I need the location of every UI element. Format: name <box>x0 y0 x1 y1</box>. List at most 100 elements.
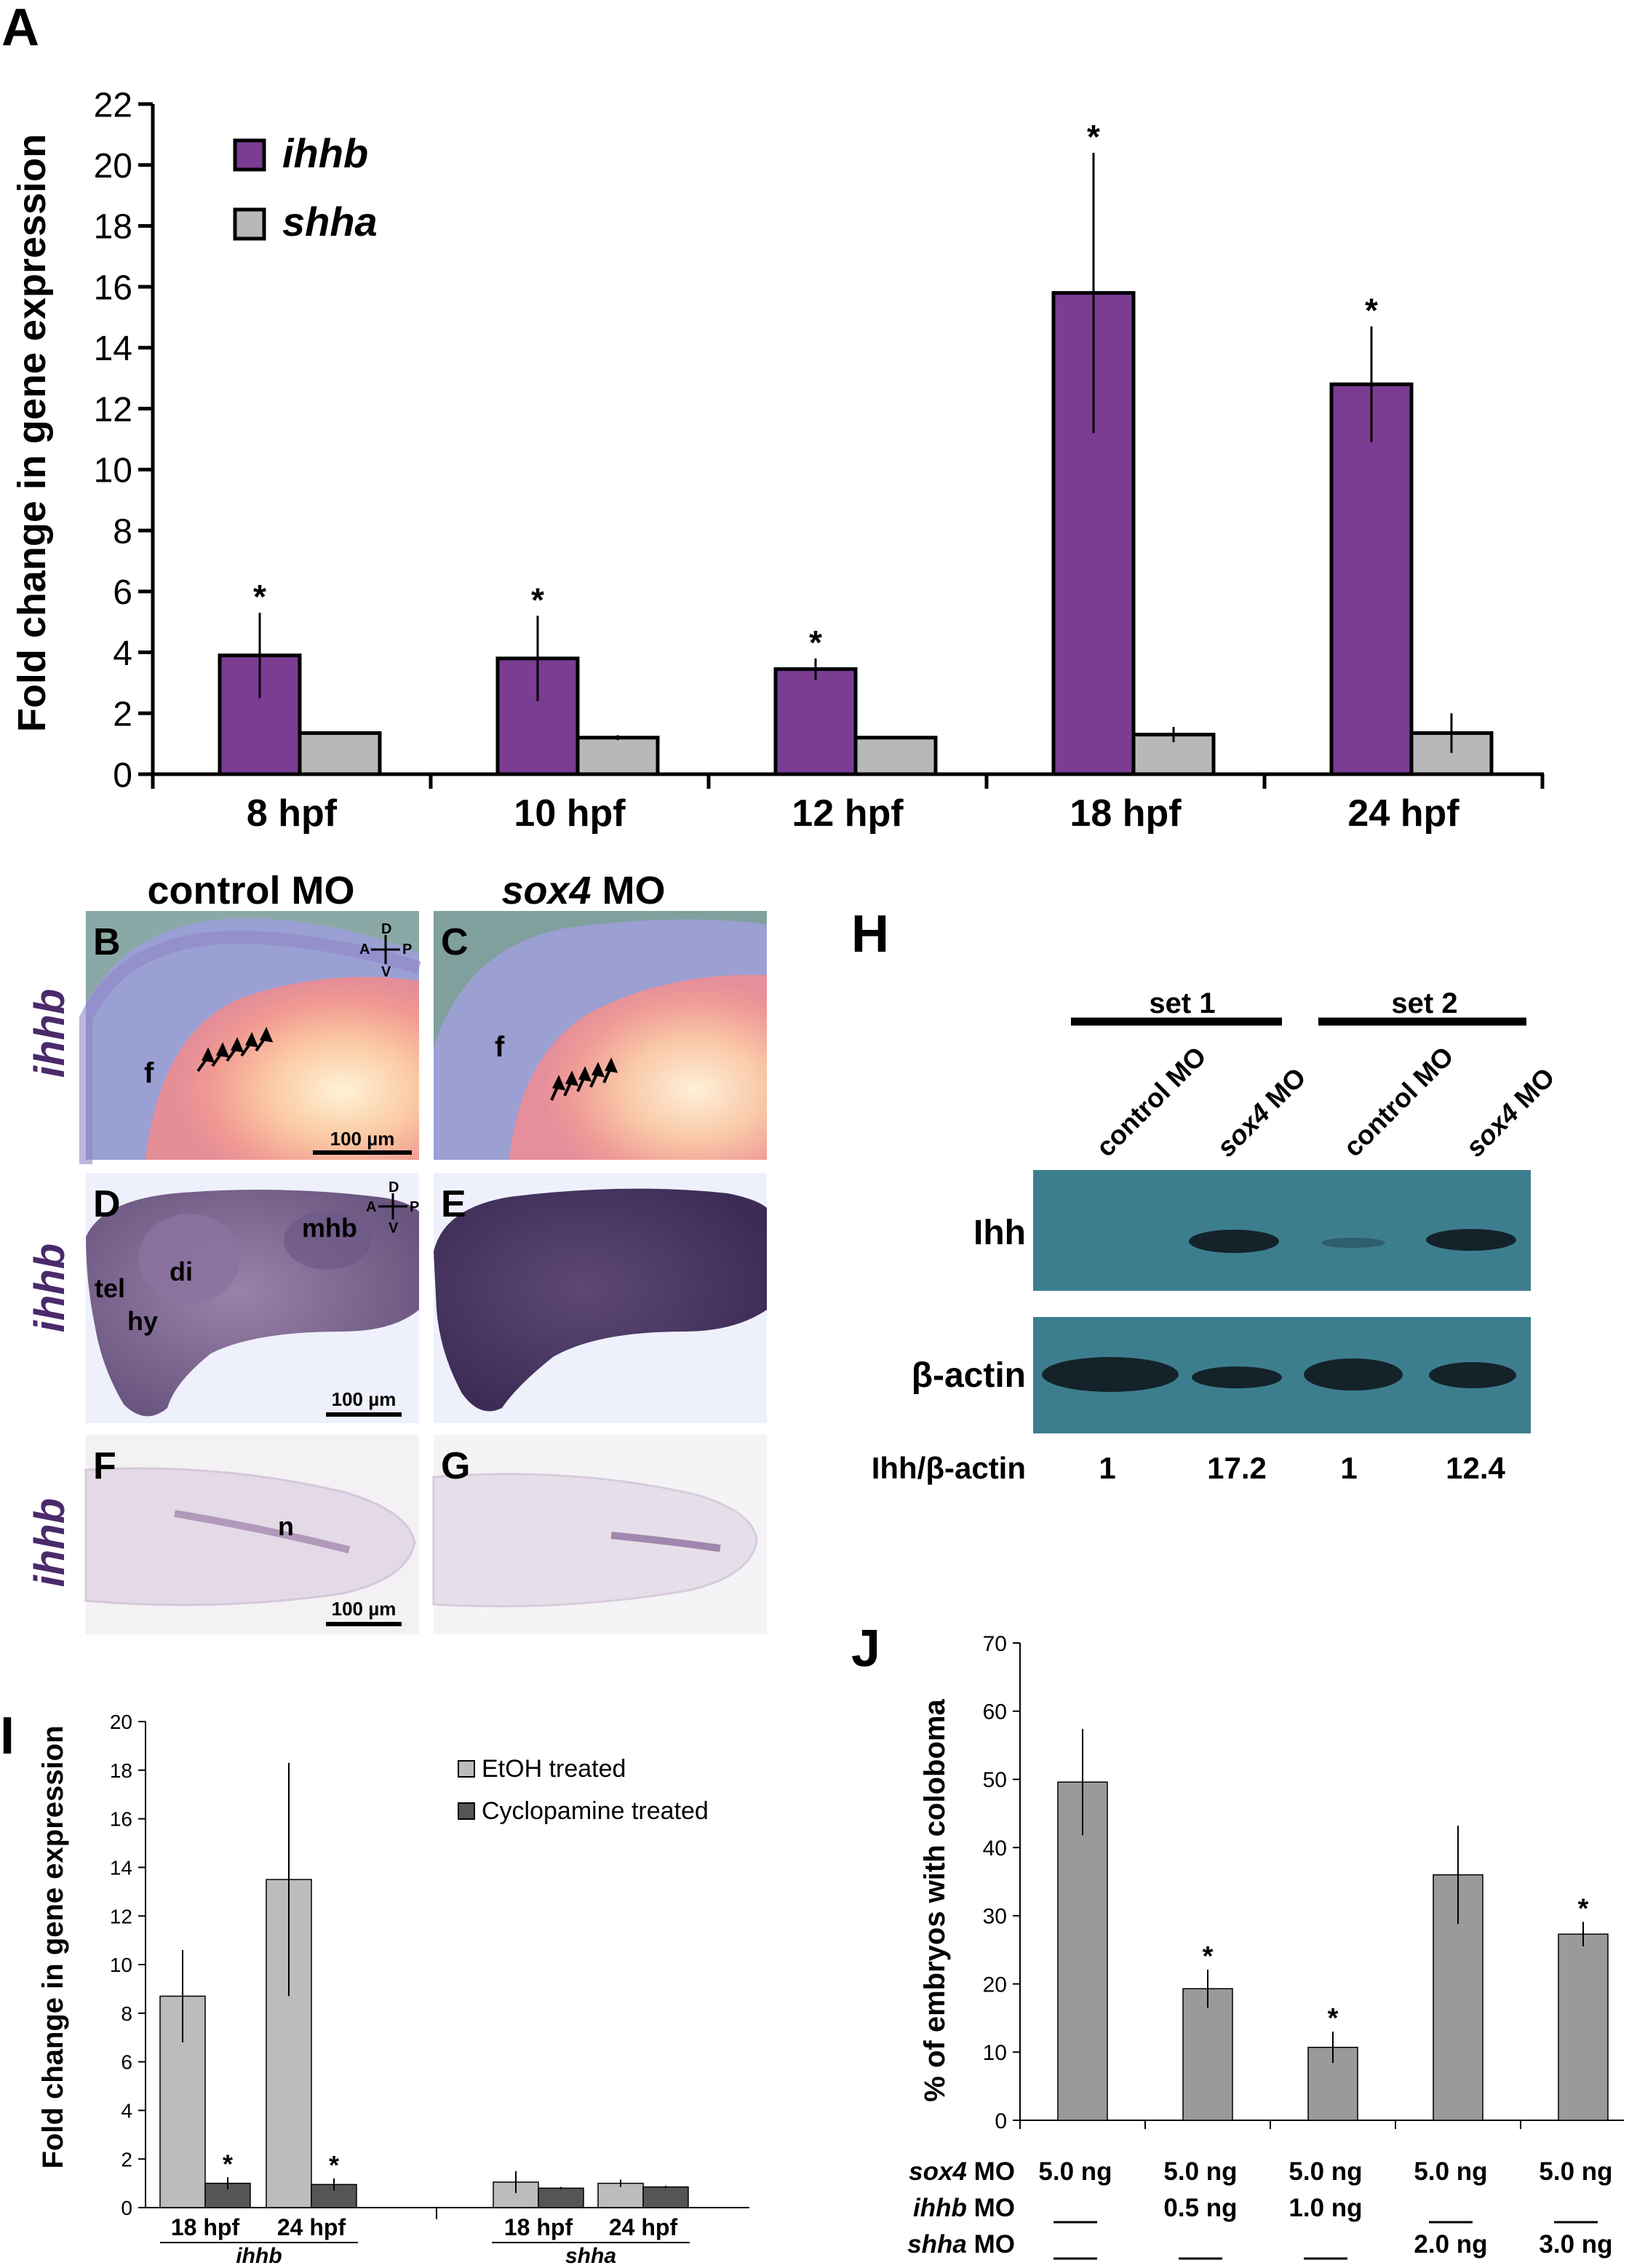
bar <box>1057 1781 1108 2121</box>
label-tel: tel <box>95 1273 125 1303</box>
condition-cell: 5.0 ng <box>1414 2157 1487 2186</box>
panel-label-g: G <box>441 1445 470 1487</box>
ihh-band-lane4 <box>1426 1229 1516 1251</box>
y-tick-label: 0 <box>995 2109 1007 2133</box>
significance-star: * <box>223 2149 233 2179</box>
group-label: ihhb <box>236 2244 282 2268</box>
bar <box>538 2187 584 2208</box>
row-label-ihhb-1: ihhb <box>26 989 73 1078</box>
condition-dash-value: — <box>1576 2216 1577 2217</box>
y-tick-label: 12 <box>110 1905 132 1927</box>
y-tick-label: 30 <box>983 1905 1007 1929</box>
y-tick-label: 20 <box>94 147 132 186</box>
actin-band-lane2 <box>1192 1366 1282 1388</box>
column-title-control: control MO <box>148 869 355 912</box>
scale-bar-label-f: 100 µm <box>332 1598 397 1620</box>
condition-cell: 1.0 ng <box>1289 2194 1362 2222</box>
panel-label-d: D <box>93 1183 121 1225</box>
significance-star: * <box>1328 2003 1339 2034</box>
blot-ratio-1: 1 <box>1099 1451 1115 1485</box>
chart-i-ylabel: Fold change in gene expression <box>37 1725 69 2168</box>
label-f: f <box>144 1057 154 1089</box>
condition-row-label: ihhb MO <box>913 2194 1015 2222</box>
orientation-compass-b: D V A P <box>359 921 412 980</box>
significance-star: * <box>809 624 822 661</box>
bar <box>642 2186 689 2208</box>
row-label-ihhb-2: ihhb <box>26 1244 73 1332</box>
legend-label-cyclopamine: Cyclopamine treated <box>482 1797 709 1825</box>
column-title-sox4: sox4 MO <box>501 869 665 912</box>
legend-label-ihhb: ihhb <box>282 130 368 176</box>
significance-star: * <box>253 578 266 616</box>
y-tick-label: 8 <box>113 512 132 551</box>
legend-swatch-cyclopamine <box>458 1802 475 1820</box>
x-tick-label: 12 hpf <box>792 792 904 835</box>
condition-cell: 3.0 ng <box>1539 2230 1612 2259</box>
y-tick-label: 6 <box>121 2051 132 2074</box>
panel-label-i: I <box>0 1707 15 1765</box>
blot-row-ihh: Ihh <box>973 1214 1026 1252</box>
bar <box>1558 1933 1609 2121</box>
label-n: n <box>278 1511 294 1541</box>
y-tick-label: 40 <box>983 1837 1007 1861</box>
label-di: di <box>170 1257 193 1286</box>
panel-a: A Fold change in gene expression 0 2 4 6 8 10… <box>1 0 1545 835</box>
chart-a-legend: ihhb shha <box>233 130 378 244</box>
y-tick-label: 16 <box>110 1808 132 1831</box>
y-tick-label: 4 <box>121 2099 132 2122</box>
scale-bar-label-d: 100 µm <box>332 1388 397 1410</box>
micrograph-f: n 100 µm F <box>84 1435 419 1634</box>
condition-cell: 0.5 ng <box>1163 2194 1237 2222</box>
actin-band-lane3 <box>1304 1358 1403 1390</box>
y-tick-label: 10 <box>110 1954 132 1976</box>
condition-dash-value: — <box>1200 2252 1201 2253</box>
x-tick-label: 8 hpf <box>247 792 338 835</box>
x-tick-label: 24 hpf <box>277 2214 346 2240</box>
svg-text:D: D <box>381 921 391 937</box>
y-tick-label: 20 <box>110 1711 132 1733</box>
ihh-band-lane2 <box>1189 1230 1279 1253</box>
chart-j-plot: 0 10 20 30 40 50 60 70 * * * <box>983 1632 1624 2133</box>
y-tick-label: 2 <box>121 2148 132 2170</box>
y-tick-label: 2 <box>113 696 132 734</box>
condition-row-label: shha MO <box>907 2230 1015 2259</box>
chart-j-conditions: sox4 MO 5.0 ng 5.0 ng 5.0 ng 5.0 ng 5.0 ng ihh… <box>907 2157 1613 2260</box>
label-hy: hy <box>127 1306 158 1336</box>
x-tick-label: 18 hpf <box>1070 792 1182 835</box>
condition-dash-value: — <box>1075 2252 1076 2253</box>
orientation-compass-d: D V A P <box>366 1179 419 1236</box>
y-tick-label: 0 <box>121 2197 132 2219</box>
panel-label-e: E <box>441 1183 466 1225</box>
legend-swatch-etoh <box>458 1760 475 1778</box>
significance-star: * <box>329 2150 339 2180</box>
chart-a-ylabel: Fold change in gene expression <box>10 134 54 732</box>
micrograph-d: tel di hy mhb D V A P 100 µm D <box>86 1173 419 1423</box>
significance-star: * <box>1365 292 1378 330</box>
blot-set2-label: set 2 <box>1391 987 1457 1019</box>
group-label: shha <box>565 2244 616 2268</box>
y-tick-label: 14 <box>94 330 132 368</box>
legend-label-shha: shha <box>282 199 378 244</box>
micrograph-b: f D V A P 100 µm B <box>79 911 421 1164</box>
label-f-c: f <box>495 1031 505 1063</box>
blot-row-actin: β-actin <box>912 1356 1026 1395</box>
micrograph-c: f C <box>434 911 767 1160</box>
bar <box>597 2182 644 2208</box>
y-tick-label: 18 <box>94 208 132 247</box>
y-tick-label: 8 <box>121 2002 132 2025</box>
blot-ratio-4: 12.4 <box>1446 1451 1505 1485</box>
x-tick-label: 18 hpf <box>504 2214 573 2240</box>
svg-text:P: P <box>402 942 412 958</box>
panel-label-c: C <box>441 921 469 963</box>
x-tick-label: 18 hpf <box>171 2214 240 2240</box>
condition-cell: 5.0 ng <box>1539 2157 1612 2186</box>
svg-text:P: P <box>410 1199 419 1215</box>
condition-cell: 2.0 ng <box>1414 2230 1487 2259</box>
blot-lane-1: control MO <box>1091 1041 1212 1163</box>
y-tick-label: 6 <box>113 573 132 612</box>
row-label-ihhb-3: ihhb <box>26 1498 73 1587</box>
x-tick-label: 10 hpf <box>514 792 626 835</box>
condition-cell: 5.0 ng <box>1289 2157 1362 2186</box>
svg-text:V: V <box>381 964 391 980</box>
bar <box>853 736 938 776</box>
